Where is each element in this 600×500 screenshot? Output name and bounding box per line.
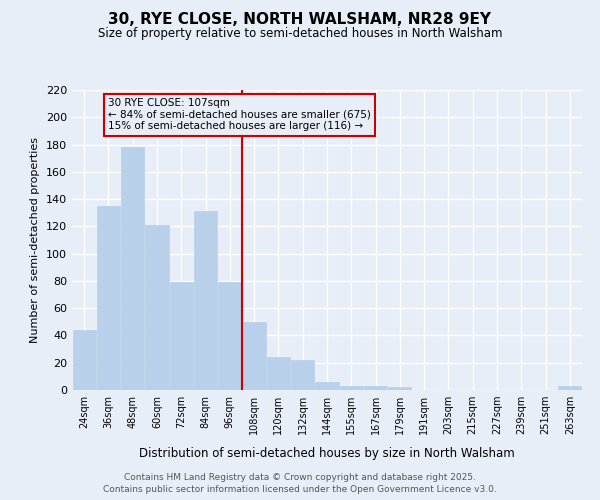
Bar: [559, 386, 581, 390]
Bar: [73, 330, 95, 390]
Text: Contains HM Land Registry data © Crown copyright and database right 2025.: Contains HM Land Registry data © Crown c…: [124, 472, 476, 482]
Text: 30 RYE CLOSE: 107sqm
← 84% of semi-detached houses are smaller (675)
15% of semi: 30 RYE CLOSE: 107sqm ← 84% of semi-detac…: [109, 98, 371, 132]
Bar: [291, 360, 314, 390]
Bar: [97, 206, 120, 390]
Bar: [364, 386, 387, 390]
Bar: [218, 282, 241, 390]
Text: Size of property relative to semi-detached houses in North Walsham: Size of property relative to semi-detach…: [98, 28, 502, 40]
Bar: [194, 212, 217, 390]
Bar: [267, 358, 290, 390]
Bar: [121, 148, 144, 390]
Y-axis label: Number of semi-detached properties: Number of semi-detached properties: [31, 137, 40, 343]
Text: Contains public sector information licensed under the Open Government Licence v3: Contains public sector information licen…: [103, 485, 497, 494]
Bar: [340, 386, 363, 390]
Bar: [145, 225, 169, 390]
Text: Distribution of semi-detached houses by size in North Walsham: Distribution of semi-detached houses by …: [139, 448, 515, 460]
Bar: [242, 322, 266, 390]
Text: 30, RYE CLOSE, NORTH WALSHAM, NR28 9EY: 30, RYE CLOSE, NORTH WALSHAM, NR28 9EY: [109, 12, 491, 28]
Bar: [316, 382, 338, 390]
Bar: [388, 388, 412, 390]
Bar: [170, 282, 193, 390]
